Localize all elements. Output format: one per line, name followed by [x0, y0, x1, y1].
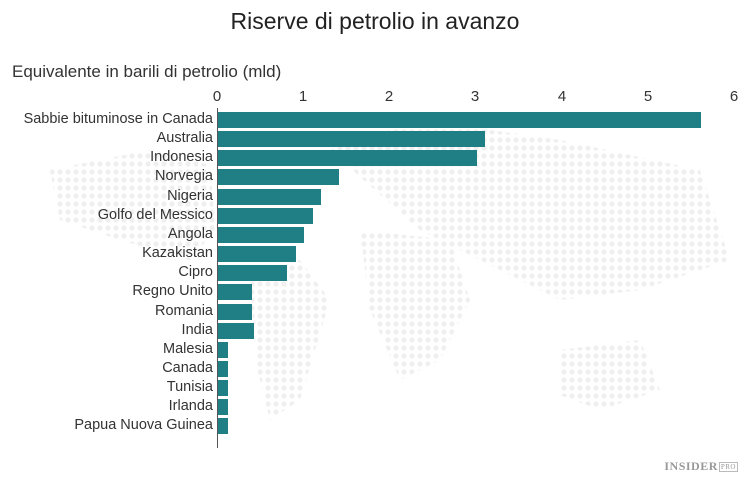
- category-label: Golfo del Messico: [97, 206, 213, 223]
- category-label: Malesia: [163, 340, 213, 357]
- category-label: Canada: [162, 359, 213, 376]
- bar: [218, 399, 229, 416]
- bar: [218, 226, 305, 243]
- x-tick: 4: [557, 88, 567, 105]
- bar: [218, 380, 229, 397]
- category-label: Regno Unito: [132, 283, 213, 300]
- category-label: Angola: [167, 225, 213, 242]
- category-label: India: [181, 321, 213, 338]
- y-axis-line: [217, 108, 218, 448]
- bar: [218, 303, 253, 320]
- bar-row: India: [0, 322, 750, 339]
- bar-row: Canada: [0, 360, 750, 377]
- x-tick: 5: [643, 88, 653, 105]
- bar-row: Australia: [0, 130, 750, 148]
- bar-row: Angola: [0, 226, 750, 243]
- bar-row: Nigeria: [0, 188, 750, 205]
- bar: [218, 360, 229, 377]
- category-label: Sabbie bituminose in Canada: [23, 111, 213, 127]
- bar-row: Golfo del Messico: [0, 207, 750, 224]
- category-label: Irlanda: [168, 398, 213, 415]
- category-label: Nigeria: [167, 187, 213, 204]
- category-label: Kazakistan: [142, 245, 213, 262]
- bar: [218, 341, 229, 358]
- bar: [218, 322, 255, 339]
- category-label: Romania: [154, 302, 213, 319]
- bar-row: Romania: [0, 303, 750, 320]
- bar: [218, 131, 486, 148]
- category-label: Papua Nuova Guinea: [74, 417, 213, 434]
- category-label: Indonesia: [150, 149, 213, 166]
- category-label: Norvegia: [154, 168, 213, 185]
- x-tick: 1: [298, 88, 308, 105]
- bar-row: Regno Unito: [0, 283, 750, 301]
- x-tick: 6: [729, 88, 739, 105]
- bar-row: Malesia: [0, 341, 750, 358]
- insider-pro-logo: INSIDER PRO: [664, 459, 738, 473]
- bar-row: Cipro: [0, 264, 750, 282]
- bar-row: Kazakistan: [0, 245, 750, 263]
- bar: [218, 169, 339, 186]
- bar: [218, 150, 477, 167]
- bar: [218, 207, 313, 224]
- bar: [218, 188, 322, 205]
- category-label: Australia: [156, 130, 213, 147]
- bar: [218, 112, 701, 128]
- bar: [218, 246, 296, 263]
- bar-row: Papua Nuova Guinea: [0, 417, 750, 435]
- category-label: Tunisia: [166, 379, 213, 396]
- chart-title: Riserve di petrolio in avanzo: [230, 8, 520, 34]
- x-tick: 2: [384, 88, 394, 105]
- bar-row: Norvegia: [0, 168, 750, 186]
- x-tick: 0: [212, 88, 222, 105]
- bar-row: Sabbie bituminose in Canada: [0, 111, 750, 128]
- bar: [218, 418, 229, 435]
- axis-label: Equivalente in barili di petrolio (mld): [12, 62, 282, 81]
- x-tick: 3: [470, 88, 480, 105]
- bar-row: Indonesia: [0, 149, 750, 167]
- bar: [218, 284, 253, 301]
- bar: [218, 265, 287, 282]
- category-label: Cipro: [178, 264, 213, 281]
- bar-row: Tunisia: [0, 379, 750, 397]
- bar-row: Irlanda: [0, 398, 750, 416]
